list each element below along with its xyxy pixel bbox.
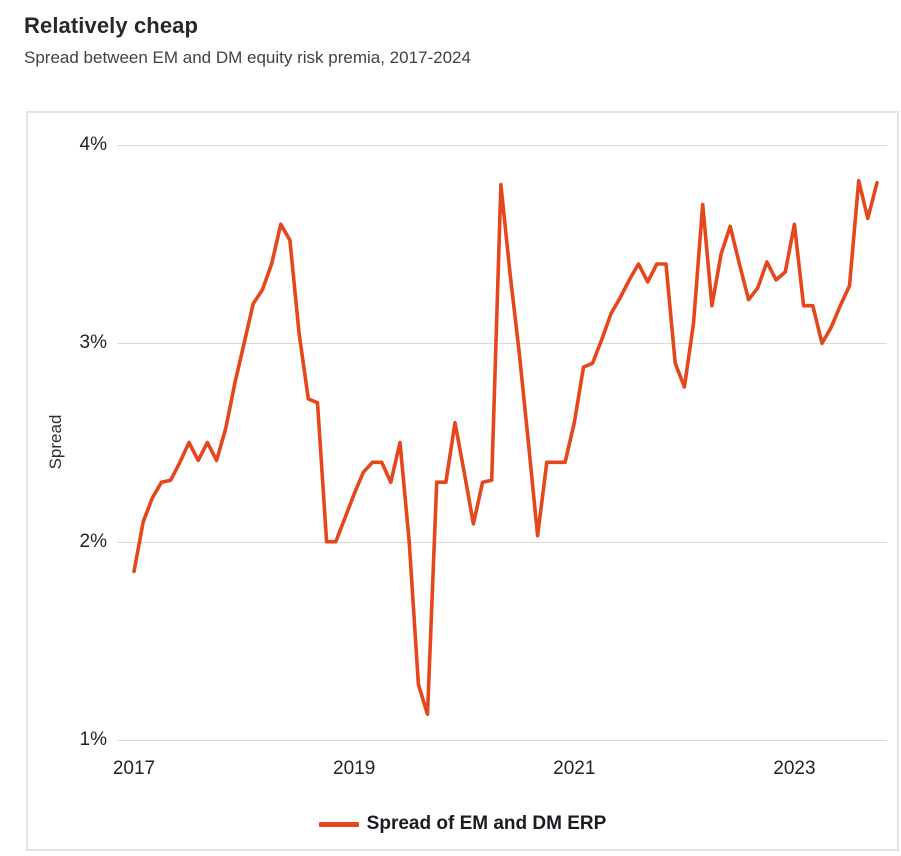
y-tick-label: 2%	[79, 530, 107, 552]
y-tick-label: 4%	[79, 134, 107, 155]
chart-subtitle: Spread between EM and DM equity risk pre…	[24, 48, 471, 67]
y-tick-label: 3%	[79, 332, 107, 354]
chart-title: Relatively cheap	[24, 13, 199, 38]
gridline	[117, 343, 887, 345]
erp-spread-line	[132, 178, 879, 717]
x-tick-label: 2021	[553, 758, 596, 779]
gridline	[117, 541, 887, 543]
legend-line-swatch	[318, 821, 359, 827]
gridline	[117, 145, 887, 146]
chart-card: Spread 4% 3% 2% 1% 2017 2019 2021 2023 Spread o…	[26, 111, 899, 851]
legend-label: Spread of EM and DM ERP	[366, 813, 607, 834]
y-tick-label: 1%	[79, 729, 107, 750]
x-tick-label: 2017	[112, 758, 156, 779]
x-tick-label: 2023	[773, 758, 816, 779]
line-chart-plot	[132, 178, 879, 717]
gridline	[117, 740, 887, 741]
legend: Spread of EM and DM ERP	[28, 813, 897, 835]
x-tick-label: 2019	[333, 758, 376, 779]
